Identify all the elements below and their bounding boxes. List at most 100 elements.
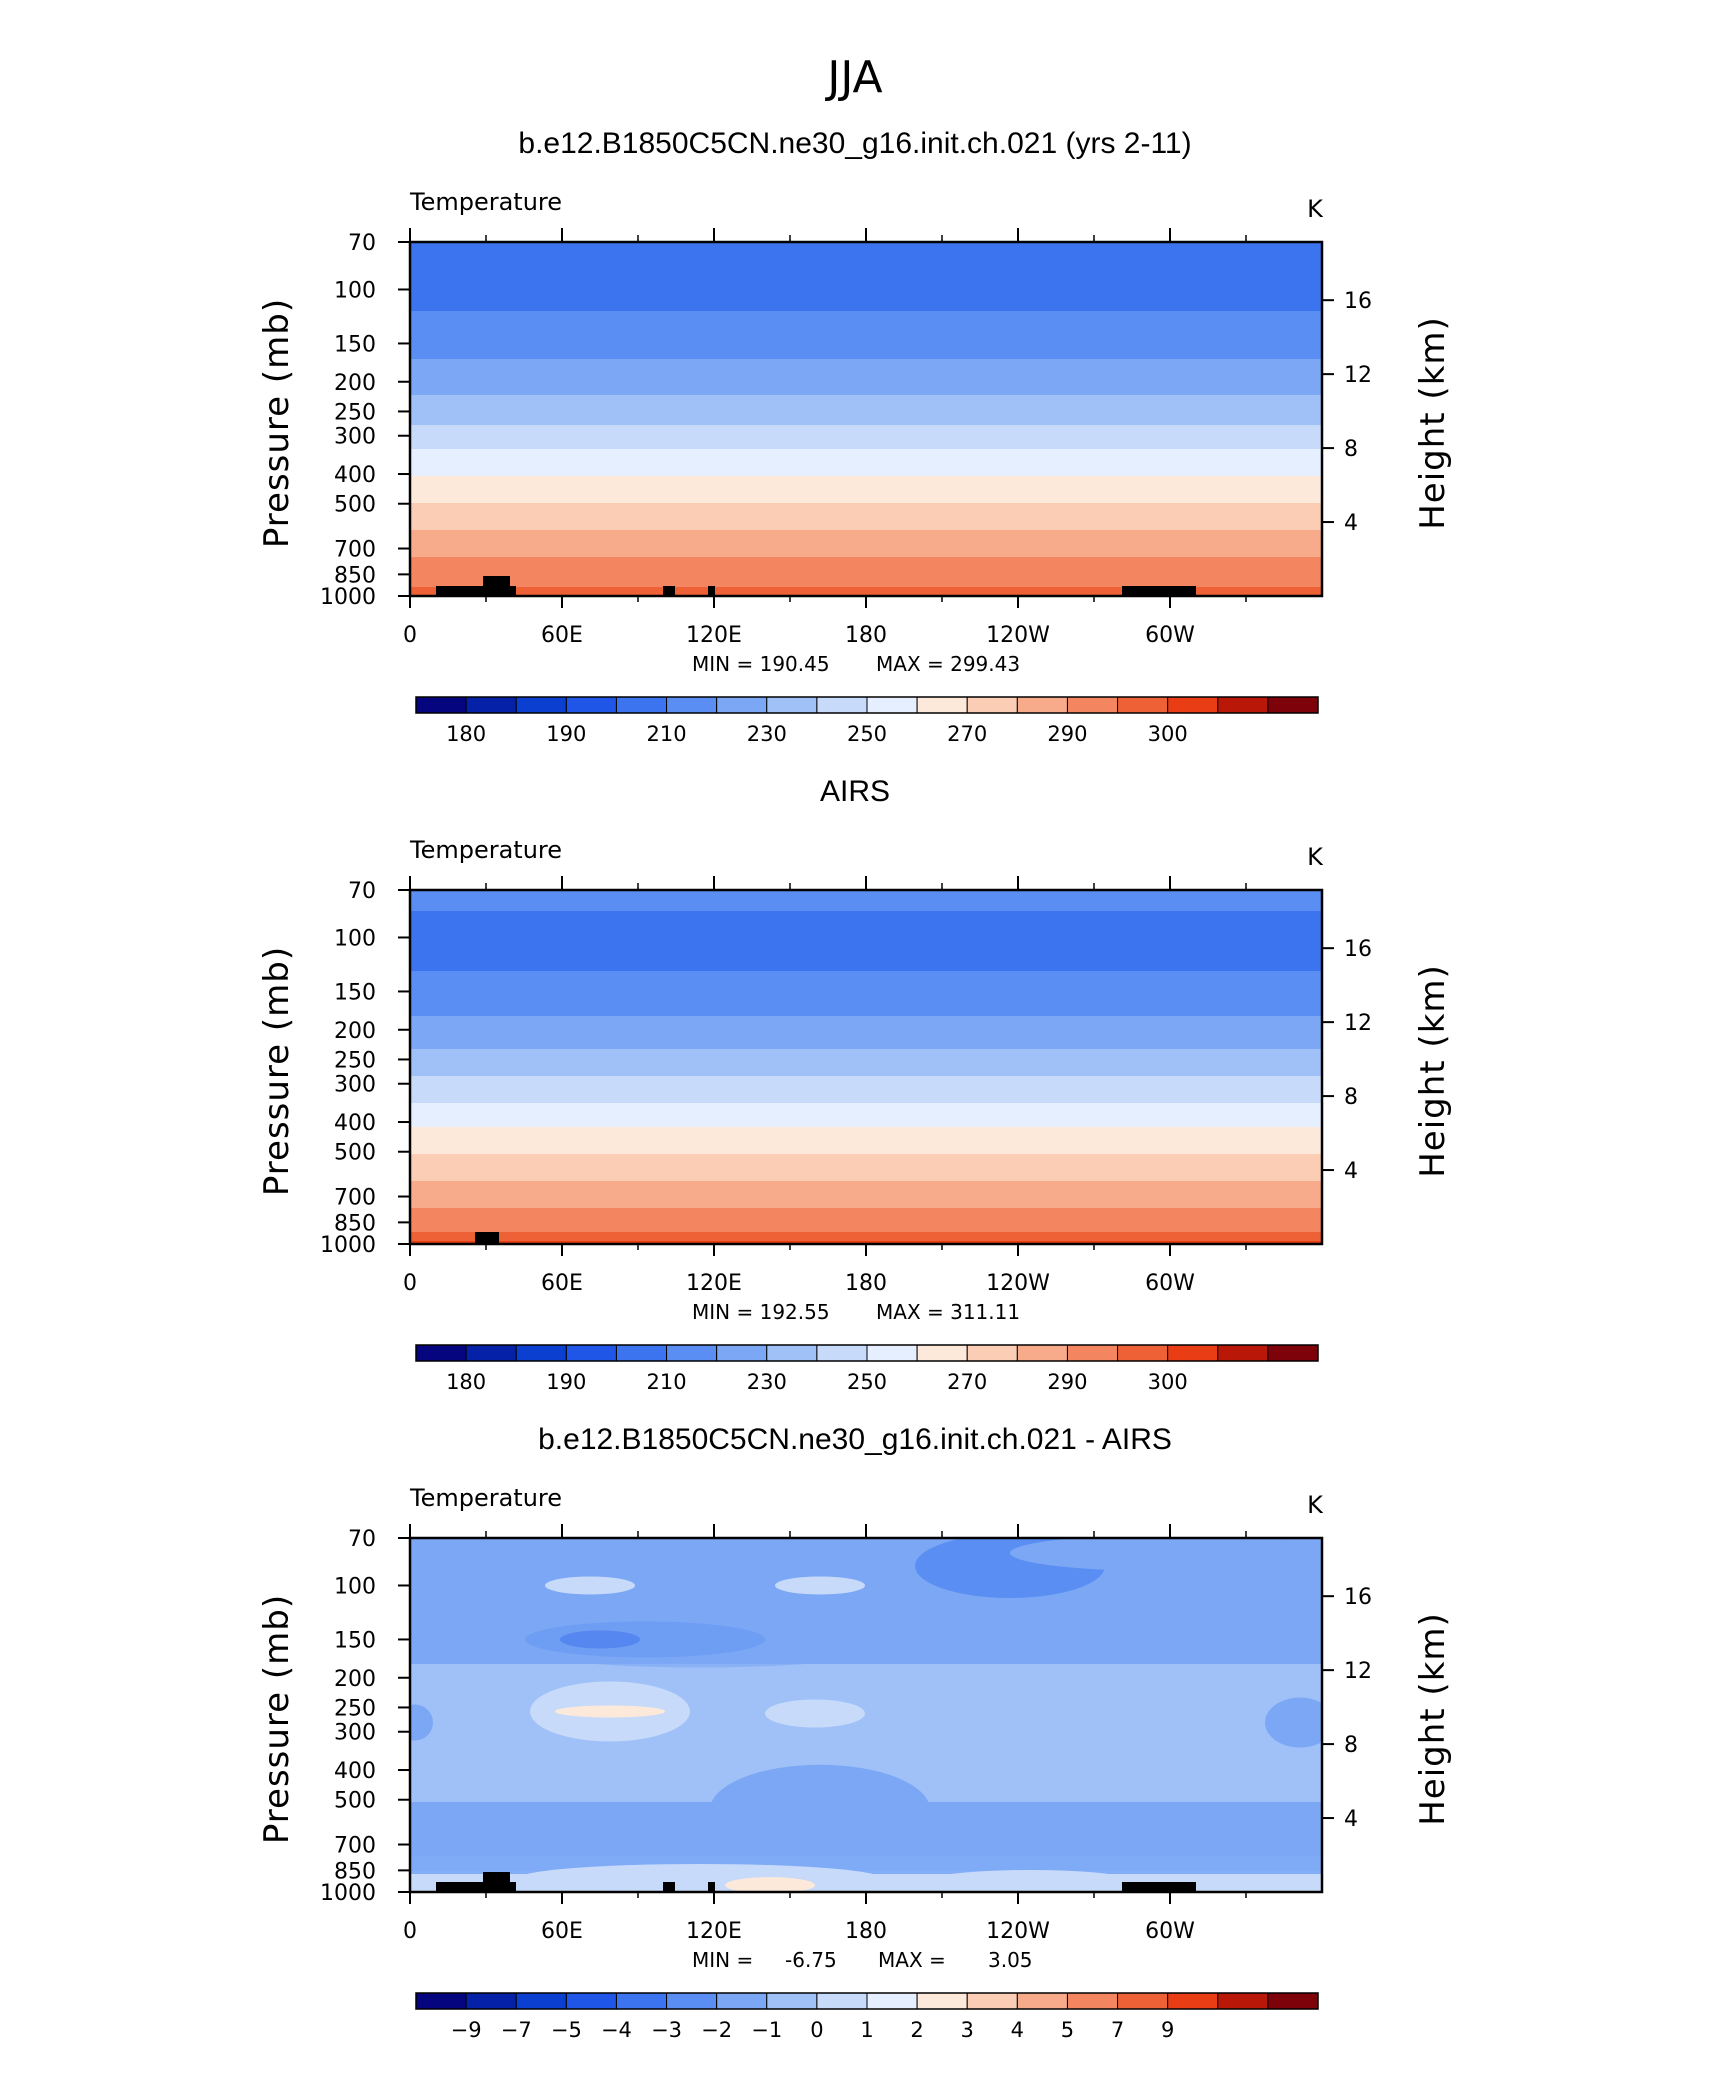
contour-band bbox=[410, 458, 1322, 462]
contour-band bbox=[410, 1235, 1322, 1239]
figure-title: JJA bbox=[824, 52, 882, 103]
contour-band bbox=[410, 314, 1322, 318]
contour-band bbox=[410, 383, 1322, 387]
y-right-tick-label: 8 bbox=[1344, 1085, 1358, 1110]
contour-band bbox=[410, 473, 1322, 477]
y-tick-label: 850 bbox=[334, 1211, 376, 1236]
contour-band bbox=[410, 1016, 1322, 1020]
colorbar-label: −3 bbox=[651, 2018, 682, 2042]
contour-band bbox=[410, 1238, 1322, 1242]
contour-band bbox=[410, 1055, 1322, 1059]
contour-band bbox=[410, 1067, 1322, 1071]
anomaly-region bbox=[520, 1863, 880, 1892]
colorbar-swatch bbox=[565, 1344, 617, 1362]
topography bbox=[708, 1882, 715, 1892]
contour-band bbox=[410, 1721, 1322, 1725]
contour-band bbox=[410, 1766, 1322, 1770]
contour-band bbox=[410, 320, 1322, 324]
contour-band bbox=[410, 1013, 1322, 1017]
contour-band bbox=[410, 1565, 1322, 1569]
contour-band bbox=[410, 929, 1322, 933]
contour-band bbox=[410, 407, 1322, 411]
colorbar-swatch bbox=[465, 1992, 517, 2010]
contour-band bbox=[410, 1004, 1322, 1008]
contour-band bbox=[410, 479, 1322, 483]
contour-band bbox=[410, 1889, 1322, 1892]
colorbar-swatch bbox=[1016, 1344, 1068, 1362]
contour-band bbox=[410, 1610, 1322, 1614]
colorbar-swatch bbox=[1016, 1992, 1068, 2010]
contour-band bbox=[410, 1220, 1322, 1224]
contour-band bbox=[410, 590, 1322, 594]
contour-band bbox=[410, 1130, 1322, 1134]
contour-band bbox=[410, 308, 1322, 312]
y-tick-label: 150 bbox=[334, 332, 376, 357]
colorbar-label: 0 bbox=[810, 2018, 823, 2042]
colorbar-label: 210 bbox=[647, 1370, 687, 1394]
contour-band bbox=[410, 365, 1322, 369]
anomaly-region bbox=[410, 1704, 433, 1741]
colorbar-swatch bbox=[515, 1992, 567, 2010]
topography bbox=[436, 586, 516, 596]
contour-band bbox=[410, 536, 1322, 540]
contour-band bbox=[410, 1064, 1322, 1068]
y-tick-label: 200 bbox=[334, 1667, 376, 1692]
units-label: K bbox=[1307, 195, 1324, 223]
y-tick-label: 70 bbox=[348, 231, 376, 256]
contour-band bbox=[410, 1079, 1322, 1083]
contour-band bbox=[410, 1670, 1322, 1674]
panel-title: b.e12.B1850C5CN.ne30_g16.init.ch.021 (yr… bbox=[518, 127, 1191, 160]
colorbar-swatch bbox=[766, 696, 818, 714]
contour-band bbox=[410, 359, 1322, 363]
contour-band bbox=[410, 491, 1322, 495]
contour-band bbox=[410, 338, 1322, 342]
contour-band bbox=[410, 1142, 1322, 1146]
contour-band bbox=[410, 377, 1322, 381]
y-tick-label: 1000 bbox=[320, 1233, 376, 1258]
colorbar-label: 4 bbox=[1011, 2018, 1024, 2042]
contour-band bbox=[410, 1046, 1322, 1050]
colorbar-label: −2 bbox=[701, 2018, 732, 2042]
contour-band bbox=[410, 437, 1322, 441]
colorbar-swatch bbox=[415, 1992, 467, 2010]
max-value: 3.05 bbox=[988, 1948, 1033, 1972]
contour-band bbox=[410, 1709, 1322, 1713]
contour-band bbox=[410, 242, 1322, 246]
contour-band bbox=[410, 512, 1322, 516]
contour-band bbox=[410, 935, 1322, 939]
colorbar: 180 190 210 230 250 270 290 300 bbox=[415, 1344, 1319, 1394]
x-tick-label: 60W bbox=[1145, 1919, 1195, 1944]
y-tick-label: 200 bbox=[334, 1019, 376, 1044]
contour-band bbox=[410, 461, 1322, 465]
contour-band bbox=[410, 950, 1322, 954]
contour-band bbox=[410, 1124, 1322, 1128]
colorbar-swatch bbox=[565, 1992, 617, 2010]
contour-band bbox=[410, 932, 1322, 936]
contour-band bbox=[410, 1550, 1322, 1554]
contour-band bbox=[410, 302, 1322, 306]
contour-band bbox=[410, 1217, 1322, 1221]
contour-band bbox=[410, 1724, 1322, 1728]
x-tick-label: 60E bbox=[541, 1919, 583, 1944]
colorbar-swatch bbox=[1267, 696, 1319, 714]
contour-band bbox=[410, 1040, 1322, 1044]
contour-band bbox=[410, 1160, 1322, 1164]
colorbar-label: 270 bbox=[947, 722, 987, 746]
contour-band bbox=[410, 923, 1322, 927]
contour-band bbox=[410, 452, 1322, 456]
max-label: MAX = bbox=[878, 1948, 946, 1972]
contour-band bbox=[410, 278, 1322, 282]
contour-band bbox=[410, 395, 1322, 399]
contour-band bbox=[410, 1544, 1322, 1548]
colorbar-label: 290 bbox=[1047, 722, 1087, 746]
colorbar-swatch bbox=[1066, 1344, 1119, 1362]
contour-band bbox=[410, 1742, 1322, 1746]
contour-band bbox=[410, 488, 1322, 492]
colorbar-swatch bbox=[1117, 1992, 1169, 2010]
y-tick-label: 700 bbox=[334, 1186, 376, 1211]
contour-band bbox=[410, 902, 1322, 906]
colorbar-frame bbox=[415, 696, 1319, 714]
contour-band bbox=[410, 1223, 1322, 1227]
contour-band bbox=[410, 1538, 1322, 1542]
contour-band bbox=[410, 263, 1322, 267]
